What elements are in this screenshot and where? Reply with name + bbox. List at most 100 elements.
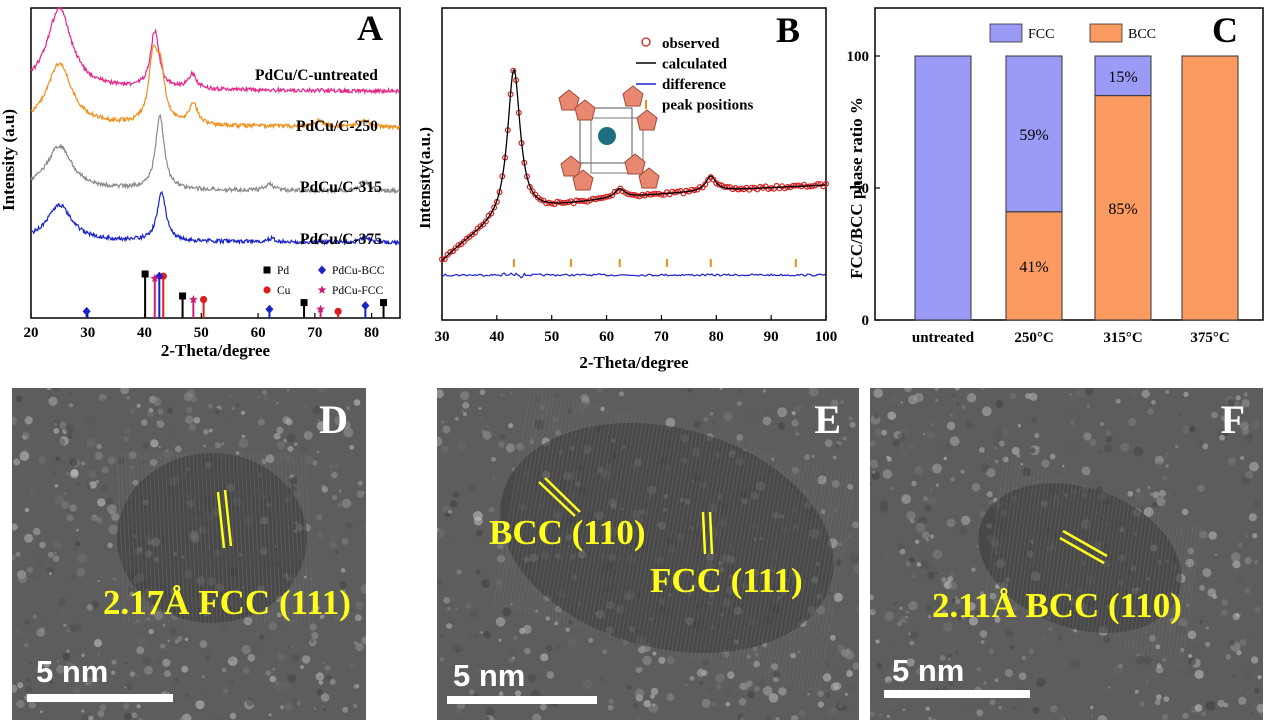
observed-point	[491, 204, 498, 211]
panel-letter: C	[1212, 10, 1238, 50]
series-label: PdCu/C-375	[300, 231, 382, 248]
observed-point	[471, 229, 478, 236]
x-tick-label: 315°C	[1103, 330, 1142, 346]
observed-point	[669, 188, 676, 195]
tem-texture	[12, 388, 366, 720]
x-tick-label: 20	[24, 325, 39, 341]
legend-marker	[263, 266, 271, 274]
observed-point	[611, 188, 618, 195]
y-axis-label: FCC/BCC phase ratio %	[847, 97, 866, 279]
series-line	[30, 191, 400, 247]
scale-bar-label: 5 nm	[36, 654, 109, 689]
reference-marker	[189, 294, 198, 304]
difference-line	[441, 272, 826, 279]
observed-point	[488, 210, 495, 217]
polyhedron	[624, 153, 646, 175]
data-label: 85%	[1108, 201, 1137, 218]
panel-f-tem-image: F 2.11Å BCC (110) 5 nm	[870, 388, 1263, 720]
lattice-label: 2.17Å FCC (111)	[103, 583, 351, 622]
reference-marker	[141, 270, 149, 278]
reference-marker	[150, 273, 160, 283]
y-tick-label: 50	[854, 181, 869, 197]
x-tick-label: 50	[194, 325, 209, 341]
panel-letter: D	[319, 397, 348, 442]
scale-bar	[884, 690, 1030, 698]
unit-cell	[579, 107, 633, 164]
observed-point	[658, 191, 665, 198]
x-tick-label: 30	[80, 325, 95, 341]
lattice-label-fcc: FCC (111)	[650, 561, 803, 600]
observed-point	[441, 256, 448, 263]
x-tick-label: 80	[709, 329, 724, 345]
tem-texture	[437, 388, 859, 720]
legend-swatch	[989, 23, 1023, 43]
data-label: 59%	[1019, 127, 1048, 144]
observed-point	[554, 198, 561, 205]
bar-fcc	[1094, 55, 1152, 97]
calculated-line	[441, 69, 825, 262]
reference-marker	[316, 304, 325, 313]
reference-marker	[300, 299, 308, 307]
reference-marker	[179, 292, 187, 300]
legend-swatch	[1089, 23, 1123, 43]
unit-cell	[590, 117, 644, 174]
y-tick-label: 0	[862, 313, 870, 329]
x-tick-label: 70	[307, 325, 322, 341]
x-tick-label: 40	[489, 329, 504, 345]
polyhedron	[558, 89, 580, 111]
series-line	[30, 6, 401, 96]
polyhedron	[622, 85, 644, 107]
legend-label: difference	[662, 77, 726, 93]
x-tick-label: 60	[251, 325, 266, 341]
legend-label: BCC	[1128, 27, 1156, 42]
reference-marker	[199, 295, 208, 304]
x-tick-label: 30	[435, 329, 450, 345]
plot-frame	[30, 7, 401, 319]
y-axis-label: Intensity (a.u)	[0, 109, 18, 211]
x-tick-label: 250°C	[1014, 330, 1053, 346]
observed-point	[823, 180, 830, 187]
panel-letter: E	[814, 397, 841, 442]
tem-texture	[870, 388, 1263, 720]
scale-bar-label: 5 nm	[892, 653, 965, 688]
x-tick-label: 80	[364, 325, 379, 341]
y-tick-label: 100	[847, 49, 870, 65]
panel-letter: B	[776, 10, 800, 50]
particle	[500, 422, 834, 654]
observed-point	[573, 197, 580, 204]
series-label: PdCu/C-250	[296, 118, 378, 135]
lattice-label: 2.11Å BCC (110)	[932, 586, 1182, 625]
polyhedron	[574, 99, 596, 121]
bar-bcc	[1094, 95, 1152, 321]
observed-point	[702, 181, 709, 188]
center-atom	[598, 127, 616, 145]
panel-d-tem-image: D 2.17Å FCC (111) 5 nm	[12, 388, 366, 720]
panel-b-refinement-chart: 30 40 50 60 70 80 90 100 2-Theta/degree Intensity…	[420, 7, 838, 372]
x-tick-label: 40	[137, 325, 152, 341]
scale-bar	[447, 696, 597, 704]
legend-marker	[317, 285, 327, 294]
legend-label: observed	[662, 36, 720, 52]
observed-point	[482, 218, 489, 225]
scale-bar-label: 5 nm	[453, 658, 526, 693]
y-axis-label: Intensity(a.u.)	[420, 127, 434, 229]
observed-point	[724, 184, 731, 191]
panel-letter: A	[357, 8, 383, 48]
x-tick-label: 70	[654, 329, 669, 345]
polyhedron	[638, 167, 660, 189]
plot-frame	[874, 7, 1264, 321]
reference-marker	[361, 301, 370, 311]
polyhedron	[560, 155, 582, 177]
observed-point	[795, 182, 802, 189]
x-tick-label: 100	[815, 329, 838, 345]
observed-point	[606, 193, 613, 200]
observed-point	[543, 200, 550, 207]
polyhedron	[572, 169, 594, 191]
x-tick-label: 50	[544, 329, 559, 345]
observed-point	[455, 242, 462, 249]
x-axis-label: 2-Theta/degree	[579, 353, 689, 372]
crystal-structure-inset	[558, 85, 660, 191]
panel-a-xrd-chart: 20 30 40 50 60 70 80 2-Theta/degree Intensity (a…	[0, 6, 401, 360]
series-label: PdCu/C-untreated	[255, 67, 378, 84]
